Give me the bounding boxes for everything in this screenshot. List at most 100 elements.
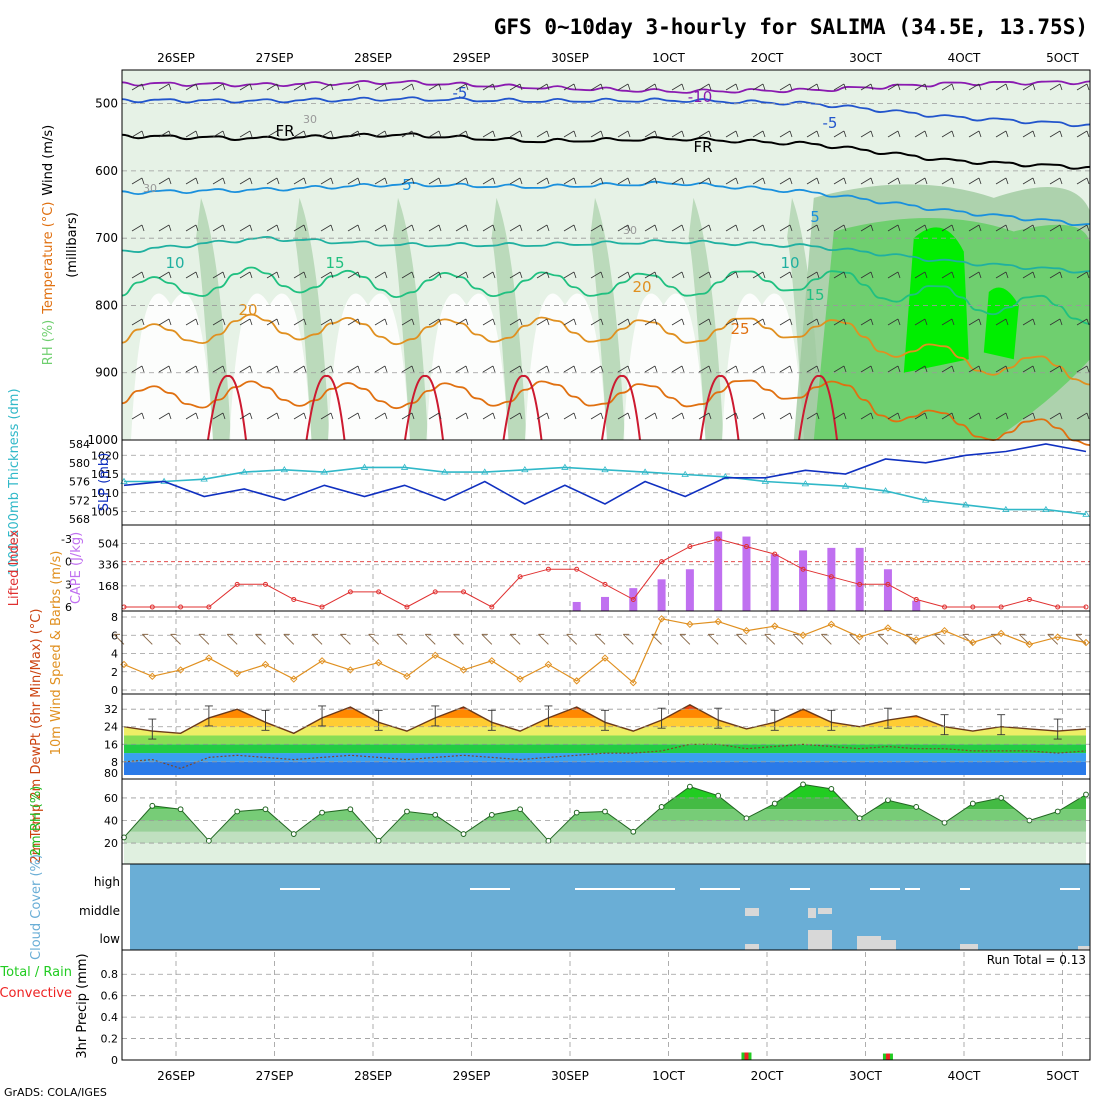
wind-barb (1022, 224, 1036, 232)
lifted-marker (1083, 604, 1089, 610)
high-cloud-trace (960, 888, 970, 890)
wind-barb (158, 412, 172, 420)
slp-ylabel: SLP (mb) (97, 453, 112, 512)
wind-barb (320, 412, 334, 420)
wind-marker (403, 672, 411, 681)
panel-frame (121, 949, 1091, 1061)
minmax-errorbar (204, 705, 213, 727)
rh-tick: 20 (104, 837, 118, 850)
wind-barb (455, 224, 469, 232)
pressure-tick: 600 (95, 164, 118, 178)
wind-barb (266, 365, 280, 373)
cape-tick: 504 (98, 538, 119, 551)
wind-barb (860, 318, 874, 326)
wind-barb (320, 83, 334, 91)
wind-barb (509, 224, 523, 232)
isotherm-line (121, 313, 1091, 386)
wind-barb (428, 224, 442, 232)
minmax-errorbar (601, 709, 609, 731)
wind-barb (644, 365, 658, 373)
wind-barb (617, 271, 631, 279)
wind-barb (590, 130, 604, 138)
wind-barb (566, 633, 578, 645)
minmax-errorbar (261, 709, 270, 731)
wind-barb (481, 633, 493, 645)
wind-ylabel: 10m Wind Speed & Barbs (m/s) (49, 551, 64, 756)
wind-barb (671, 412, 685, 420)
mid-cloud-block (818, 908, 832, 914)
wind-marker (686, 620, 694, 629)
isotherm-line (121, 266, 1091, 325)
wind-barb (941, 130, 955, 138)
wind-barb (671, 365, 685, 373)
isotherm-30 (502, 375, 543, 441)
temp-band (124, 735, 1086, 745)
bottom-date-label: 5OCT (1046, 1069, 1079, 1083)
wind-barb (509, 83, 523, 91)
thickness-ylabel: 1000-500mb Thickness (dm) (7, 388, 22, 575)
wind-barb (617, 412, 631, 420)
wind-barb (212, 130, 226, 138)
wind-barb (934, 633, 945, 645)
wind-barb (509, 633, 521, 645)
cloud-ylabel: Cloud Cover (%) (29, 854, 44, 960)
wind-barb (158, 271, 172, 279)
wind-barb (941, 318, 955, 326)
lifted-marker (291, 596, 297, 602)
cape-ylabel: CAPE (J/kg) (69, 532, 84, 604)
wind-barb (698, 83, 712, 91)
thickness-marker (1002, 505, 1010, 513)
wind-barb (428, 83, 442, 91)
wind-barb (131, 318, 145, 326)
cloud-level-label: low (100, 932, 121, 946)
plot-layer: 26SEP 26SEP 27SEP 27SEP 28SEP 28SEP 29SEP 29SEP… (0, 51, 1091, 1083)
wind-barb (887, 365, 901, 373)
wind-barb (536, 177, 550, 185)
lifted-marker (234, 581, 240, 587)
minmax-errorbar (1053, 718, 1062, 740)
wind-barb (563, 412, 577, 420)
rh-band (124, 831, 1086, 844)
wind-barb (995, 412, 1009, 420)
rh-marker (177, 806, 184, 813)
lifted-marker (347, 589, 353, 595)
isotherm-30 (207, 375, 247, 441)
minmax-errorbar (714, 707, 723, 729)
wind-barb (185, 224, 199, 232)
wind-barb (401, 412, 415, 420)
wind-barb (644, 224, 658, 232)
wind-barb (914, 224, 928, 232)
wind-marker (742, 626, 751, 635)
wind-barb (455, 83, 469, 91)
wind-barb (617, 318, 631, 326)
wind-marker (374, 658, 383, 667)
wind-barb (455, 177, 469, 185)
wind-barb (995, 130, 1009, 138)
cape-bar (742, 536, 751, 611)
thickness-marker (320, 468, 329, 475)
temp-band (124, 726, 1086, 736)
wind-barb (347, 412, 361, 420)
wind-barb (347, 83, 361, 91)
wind-barb (968, 318, 982, 326)
wind-barb (887, 224, 901, 232)
wind-barb (806, 412, 820, 420)
mid-cloud-block (808, 908, 816, 918)
wind-barb (509, 412, 523, 420)
wind-barb (293, 271, 307, 279)
cape-bar (883, 569, 892, 611)
lifted-marker (630, 596, 636, 602)
wind-barb (887, 130, 901, 138)
wind-barb (806, 130, 820, 138)
wind-barb (185, 271, 199, 279)
wind-marker (799, 631, 807, 639)
wind-barb (941, 177, 955, 185)
wind-tick: 2 (111, 666, 118, 679)
wind-barb (914, 83, 928, 91)
wind-barb (779, 365, 793, 373)
wind-barb (396, 633, 408, 645)
wind-barb (671, 130, 685, 138)
wind-barb (779, 224, 793, 232)
wind-barb (320, 130, 334, 138)
wind-barb (806, 224, 820, 232)
